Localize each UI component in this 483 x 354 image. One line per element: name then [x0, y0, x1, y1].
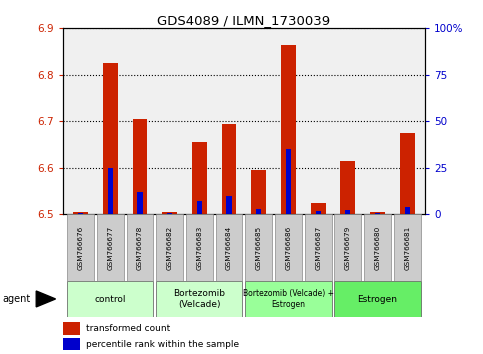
Bar: [78, 213, 83, 214]
FancyBboxPatch shape: [186, 214, 213, 281]
Bar: [192, 142, 207, 214]
Text: GSM766678: GSM766678: [137, 226, 143, 270]
Text: GSM766686: GSM766686: [285, 226, 291, 270]
FancyBboxPatch shape: [364, 214, 391, 281]
FancyBboxPatch shape: [335, 214, 361, 281]
FancyBboxPatch shape: [216, 214, 242, 281]
Polygon shape: [36, 291, 56, 307]
Text: Estrogen: Estrogen: [357, 295, 398, 304]
Bar: [405, 207, 410, 214]
Bar: [400, 133, 414, 214]
Bar: [256, 209, 261, 214]
Bar: [222, 124, 237, 214]
Bar: [251, 170, 266, 214]
Bar: [103, 63, 118, 214]
Text: GSM766681: GSM766681: [404, 226, 410, 270]
Bar: [73, 212, 88, 214]
FancyBboxPatch shape: [127, 214, 154, 281]
Text: GSM766682: GSM766682: [167, 226, 173, 270]
Text: Bortezomib (Velcade) +
Estrogen: Bortezomib (Velcade) + Estrogen: [243, 290, 334, 309]
Text: Bortezomib
(Velcade): Bortezomib (Velcade): [173, 290, 226, 309]
Title: GDS4089 / ILMN_1730039: GDS4089 / ILMN_1730039: [157, 14, 330, 27]
Text: percentile rank within the sample: percentile rank within the sample: [86, 340, 240, 349]
FancyBboxPatch shape: [67, 214, 94, 281]
FancyBboxPatch shape: [245, 281, 331, 317]
Bar: [375, 213, 380, 214]
Text: GSM766685: GSM766685: [256, 226, 262, 270]
Bar: [341, 161, 355, 214]
Bar: [345, 211, 351, 214]
Text: GSM766676: GSM766676: [78, 226, 84, 270]
Bar: [63, 322, 80, 335]
Bar: [370, 212, 385, 214]
Bar: [315, 211, 321, 214]
Text: GSM766683: GSM766683: [197, 226, 202, 270]
Text: control: control: [95, 295, 126, 304]
FancyBboxPatch shape: [156, 281, 242, 317]
Bar: [197, 201, 202, 214]
Text: transformed count: transformed count: [86, 324, 170, 333]
Text: GSM766687: GSM766687: [315, 226, 321, 270]
Bar: [167, 213, 172, 214]
FancyBboxPatch shape: [156, 214, 183, 281]
Bar: [132, 119, 147, 214]
Bar: [108, 168, 113, 214]
Bar: [63, 338, 80, 350]
Bar: [227, 196, 232, 214]
FancyBboxPatch shape: [67, 281, 154, 317]
Bar: [281, 45, 296, 214]
Bar: [137, 192, 142, 214]
Text: GSM766677: GSM766677: [107, 226, 114, 270]
FancyBboxPatch shape: [275, 214, 302, 281]
FancyBboxPatch shape: [97, 214, 124, 281]
Text: GSM766679: GSM766679: [345, 226, 351, 270]
FancyBboxPatch shape: [394, 214, 421, 281]
Text: GSM766680: GSM766680: [374, 226, 381, 270]
Text: agent: agent: [2, 294, 30, 304]
FancyBboxPatch shape: [245, 214, 272, 281]
FancyBboxPatch shape: [305, 214, 331, 281]
FancyBboxPatch shape: [335, 281, 421, 317]
Bar: [162, 212, 177, 214]
Bar: [311, 202, 326, 214]
Text: GSM766684: GSM766684: [226, 226, 232, 270]
Bar: [286, 149, 291, 214]
